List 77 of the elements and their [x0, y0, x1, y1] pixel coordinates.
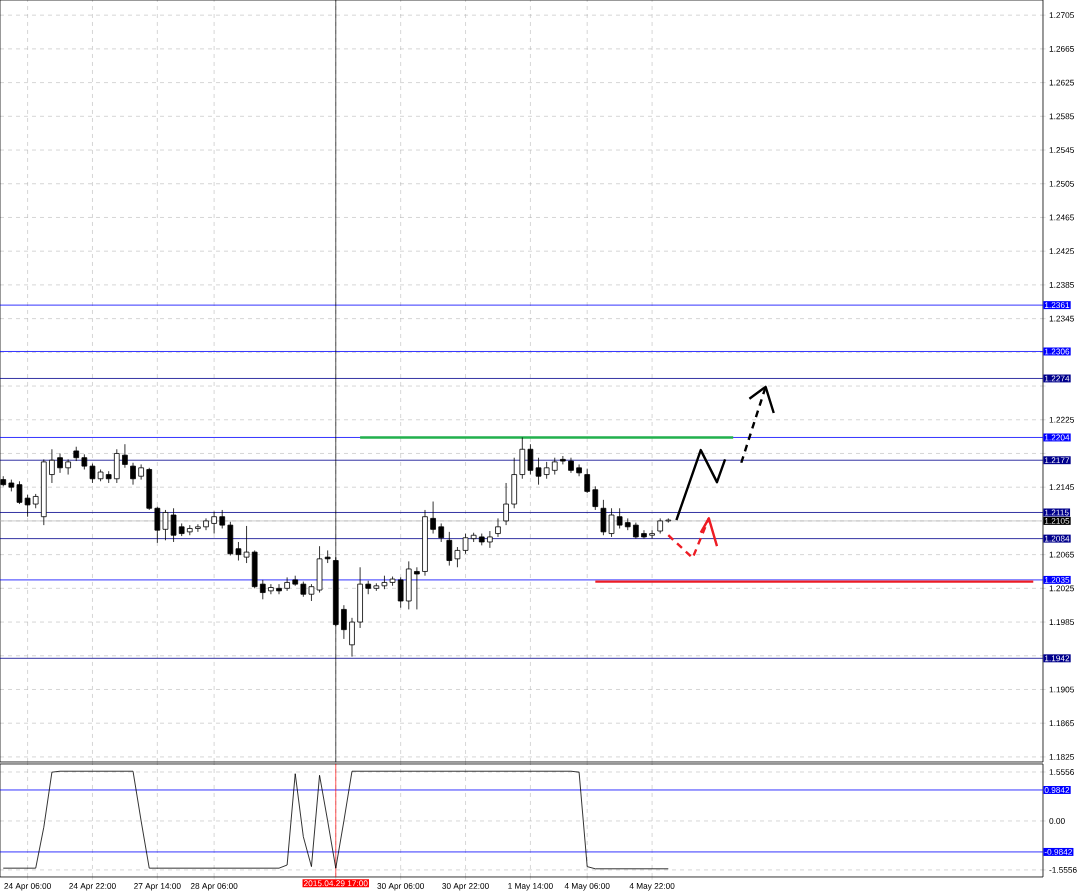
ref-line-label: 1.2204	[1044, 434, 1070, 441]
x-tick-label: 30 Apr 22:00	[442, 883, 489, 891]
y-tick-label: 1.1905	[1049, 686, 1074, 693]
candlestick	[130, 462, 136, 486]
candlestick	[284, 576, 290, 592]
candlestick	[584, 468, 591, 494]
y-tick-label: 1.2625	[1049, 79, 1074, 86]
y-tick-label: 1.2385	[1049, 281, 1074, 288]
x-tick-label: 4 May 06:00	[564, 883, 610, 891]
candlestick	[259, 579, 266, 600]
ref-line-label: 1.2177	[1044, 457, 1070, 464]
candlestick	[154, 506, 161, 544]
ref-line-label: 1.2035	[1044, 576, 1070, 583]
candlestick	[446, 531, 453, 566]
y-tick-label: 1.2705	[1049, 12, 1074, 19]
candlestick	[349, 617, 355, 658]
candlestick	[138, 464, 144, 480]
candlestick	[203, 517, 209, 531]
candlestick	[122, 443, 128, 469]
ref-line-label: 1.2274	[1044, 375, 1070, 382]
y-tick-label: 1.2585	[1049, 113, 1074, 120]
candlestick	[211, 511, 217, 534]
y-tick-label: 1.2065	[1049, 551, 1074, 558]
candlestick	[414, 566, 420, 610]
y-tick-label: 1.2665	[1049, 45, 1074, 52]
y-tick-label: 1.2505	[1049, 180, 1074, 187]
y-tick-label: 1.1865	[1049, 720, 1074, 727]
line-series	[675, 448, 727, 522]
candlestick	[195, 523, 201, 533]
x-tick-label: 30 Apr 06:00	[377, 883, 424, 891]
candlestick	[576, 464, 582, 477]
y-tick-label: 1.2145	[1049, 484, 1074, 491]
x-tick-label: 24 Apr 06:00	[4, 883, 51, 891]
x-tick-label: 24 Apr 22:00	[69, 883, 116, 891]
ref-line-label: 1.1942	[1044, 655, 1070, 662]
ref-line-label: 1.2115	[1044, 509, 1069, 516]
y-tick-label: 1.2345	[1049, 315, 1074, 322]
candlestick	[49, 448, 55, 484]
y-tick-label: 0.00	[1049, 818, 1065, 824]
candlestick	[560, 455, 566, 465]
candlestick	[592, 485, 599, 511]
candlestick	[616, 507, 623, 529]
y-tick-label: 1.2425	[1049, 248, 1074, 255]
candlestick	[397, 576, 404, 609]
y-tick-label: 1.2545	[1049, 147, 1074, 153]
candlestick	[65, 458, 71, 475]
candlestick	[57, 453, 63, 474]
candlestick	[503, 482, 509, 526]
candlestick	[649, 529, 655, 540]
candlestick	[641, 529, 647, 540]
candlestick	[276, 583, 282, 595]
candlestick	[487, 530, 493, 549]
candlestick	[341, 604, 347, 640]
y-tick-label: 1.1825	[1049, 754, 1074, 760]
y-tick-label: -1.5556	[1049, 867, 1077, 873]
candlestick	[324, 550, 331, 564]
x-tick-label: 27 Apr 14:00	[134, 883, 181, 891]
y-tick-label: 1.2465	[1049, 214, 1074, 221]
candlestick	[430, 501, 436, 534]
candlestick	[438, 523, 445, 543]
y-tick-label: 1.2025	[1049, 585, 1074, 592]
y-tick-label: 1.5556	[1049, 769, 1074, 775]
ref-line-label: 1.2361	[1044, 302, 1070, 309]
x-tick-label: 4 May 22:00	[629, 883, 675, 891]
ref-line-label: 1.2105	[1044, 517, 1070, 524]
candlestick	[268, 583, 274, 595]
x-tick-label: 1 May 14:00	[508, 883, 553, 891]
ref-line-label: 1.2084	[1044, 535, 1070, 542]
y-tick-label: 1.2225	[1049, 416, 1074, 423]
ref-line-label: 0.9842	[1044, 787, 1070, 793]
candlestick	[495, 517, 501, 538]
x-tick-label: 28 Apr 06:00	[190, 883, 238, 891]
x-tick-label: 2015.04.29 17:00	[304, 880, 368, 887]
candlestick	[219, 509, 226, 529]
ref-line-label: 1.2306	[1044, 348, 1070, 355]
y-tick-label: 1.1985	[1049, 619, 1074, 625]
ref-line-label: -0.9842	[1044, 849, 1072, 855]
